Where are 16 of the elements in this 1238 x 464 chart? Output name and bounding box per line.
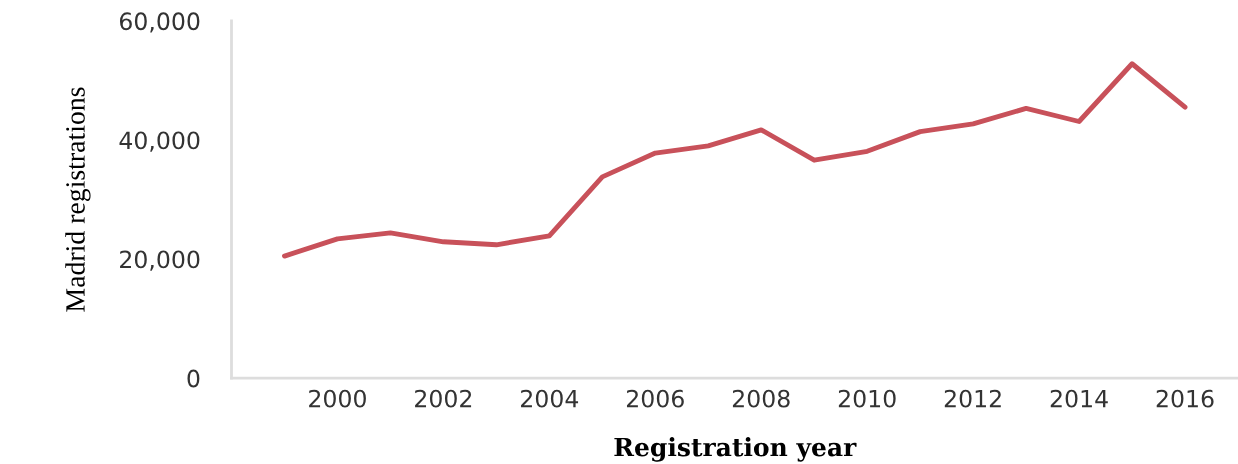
line-series: [282, 61, 1188, 259]
x-tick-label: 2004: [521, 389, 579, 408]
x-tick-label: 2014: [1050, 389, 1108, 408]
x-tick-label: 2002: [415, 389, 472, 408]
x-axis-title: Registration year: [614, 437, 857, 462]
x-tick-label: 2012: [944, 389, 1001, 408]
y-tick-label: 40,000: [119, 131, 200, 152]
x-tick-label: 2000: [309, 389, 366, 408]
x-tick-label: 2006: [626, 389, 684, 408]
x-tick-label: 2008: [732, 389, 790, 408]
y-tick-label: 0: [187, 369, 200, 388]
y-tick-label: 60,000: [119, 12, 200, 33]
y-axis-title: Madrid registrations: [65, 87, 91, 312]
y-tick-label: 20,000: [120, 250, 200, 271]
x-tick-label: 2016: [1156, 389, 1214, 408]
x-tick-label: 2010: [838, 389, 896, 408]
